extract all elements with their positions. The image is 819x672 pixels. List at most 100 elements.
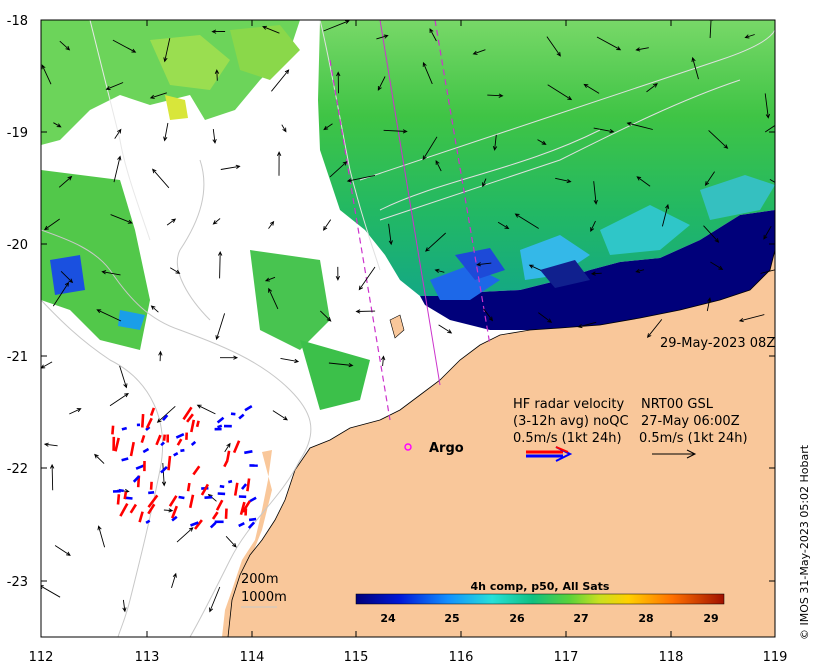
velocity-arrows — [41, 20, 775, 613]
velocity-arrow — [514, 213, 539, 229]
radar-vector — [217, 424, 223, 429]
radar-vector — [249, 496, 257, 503]
colorbar-tick: 27 — [573, 612, 588, 625]
radar-vector — [142, 447, 150, 454]
velocity-arrow — [54, 545, 71, 556]
radar-vector — [160, 441, 165, 447]
velocity-arrow — [217, 250, 223, 279]
velocity-arrow — [691, 56, 699, 80]
argo-marker — [404, 443, 412, 451]
hf-legend-line1: HF radar velocity — [513, 397, 625, 412]
velocity-arrow — [425, 232, 447, 252]
velocity-arrow — [225, 535, 237, 548]
radar-vector — [145, 426, 151, 431]
radar-vector — [240, 483, 248, 490]
velocity-arrow — [262, 25, 280, 34]
velocity-arrow — [492, 134, 498, 151]
hf-legend-line3: 0.5m/s (1kt 24h) — [513, 431, 622, 446]
velocity-arrow — [52, 281, 70, 307]
velocity-arrow — [220, 164, 241, 170]
colorbar-tick: 28 — [638, 612, 653, 625]
x-tick-label: 114 — [240, 650, 265, 665]
velocity-arrow — [661, 203, 670, 227]
radar-vector — [230, 412, 236, 416]
velocity-arrow — [555, 177, 572, 184]
velocity-arrow — [546, 36, 561, 57]
velocity-arrow — [383, 129, 408, 134]
velocity-arrow — [590, 271, 602, 276]
land-peninsula — [222, 450, 272, 637]
velocity-arrow — [281, 124, 287, 133]
x-tick-label: 119 — [763, 650, 788, 665]
velocity-arrow — [434, 268, 445, 273]
velocity-arrow — [355, 309, 376, 314]
y-tick-label: -20 — [7, 238, 28, 253]
velocity-arrow — [158, 350, 163, 362]
velocity-arrow — [764, 93, 771, 119]
velocity-arrow — [590, 220, 596, 233]
velocity-arrow — [209, 586, 221, 613]
sat-track-3 — [434, 20, 491, 346]
velocity-arrow — [703, 225, 720, 243]
radar-vector — [148, 491, 155, 495]
velocity-arrow — [593, 181, 598, 205]
velocity-arrow — [161, 462, 167, 487]
velocity-arrow — [438, 324, 453, 334]
radar-vector — [182, 406, 193, 421]
velocity-arrow — [166, 218, 177, 226]
velocity-arrow — [101, 270, 121, 276]
velocity-arrow — [429, 28, 437, 42]
velocity-arrow — [596, 36, 622, 51]
radar-vector — [216, 416, 225, 424]
radar-vector — [162, 434, 166, 441]
velocity-arrow — [764, 124, 775, 133]
velocity-arrow — [163, 122, 169, 142]
sat-track-1 — [329, 59, 391, 421]
radar-vector — [244, 404, 253, 412]
radar-vector — [244, 450, 253, 455]
velocity-arrow — [538, 312, 553, 323]
radar-vector — [116, 494, 121, 505]
radar-vector — [145, 519, 151, 525]
velocity-arrow — [328, 362, 354, 368]
radar-vector — [149, 407, 156, 417]
radar-vector — [121, 426, 128, 431]
radar-vector — [195, 420, 200, 428]
velocity-arrow — [150, 305, 159, 313]
velocity-arrow — [280, 357, 300, 364]
radar-vector — [121, 457, 129, 462]
velocity-arrow — [152, 168, 170, 189]
radar-vector — [125, 496, 133, 500]
radar-vector — [215, 499, 224, 511]
radar-vector — [129, 503, 138, 514]
velocity-arrow — [626, 121, 653, 130]
velocity-arrow — [377, 76, 386, 91]
colorbar-tick: 24 — [380, 612, 396, 625]
isobath-200m-label: 200m — [241, 572, 278, 587]
colorbar-title: 4h comp, p50, All Sats — [471, 580, 610, 593]
radar-vector — [238, 522, 245, 528]
velocity-arrow — [704, 171, 715, 186]
map-plot-area — [41, 20, 775, 637]
velocity-arrow — [763, 225, 772, 240]
velocity-arrow — [171, 572, 177, 589]
colorbar: 4h comp, p50, All Sats 24 25 26 27 28 29 — [355, 580, 725, 625]
radar-vector — [176, 438, 183, 446]
velocity-arrow — [163, 38, 171, 63]
velocity-arrow — [708, 130, 729, 149]
radar-vector — [204, 495, 213, 499]
y-tick-label: -19 — [7, 126, 28, 141]
velocity-arrow — [706, 297, 712, 312]
radar-vector — [200, 483, 210, 496]
velocity-arrow — [482, 178, 487, 188]
x-tick-label: 117 — [554, 650, 579, 665]
radar-vector — [145, 417, 153, 429]
radar-vector — [149, 481, 153, 490]
velocity-arrow — [43, 218, 60, 231]
velocity-arrow — [388, 223, 393, 246]
radar-vector — [224, 508, 228, 519]
velocity-arrow — [94, 453, 105, 464]
hf-legend-line2: (3-12h avg) noQC — [513, 414, 629, 429]
radar-vector — [147, 494, 159, 508]
velocity-arrow — [41, 64, 52, 85]
